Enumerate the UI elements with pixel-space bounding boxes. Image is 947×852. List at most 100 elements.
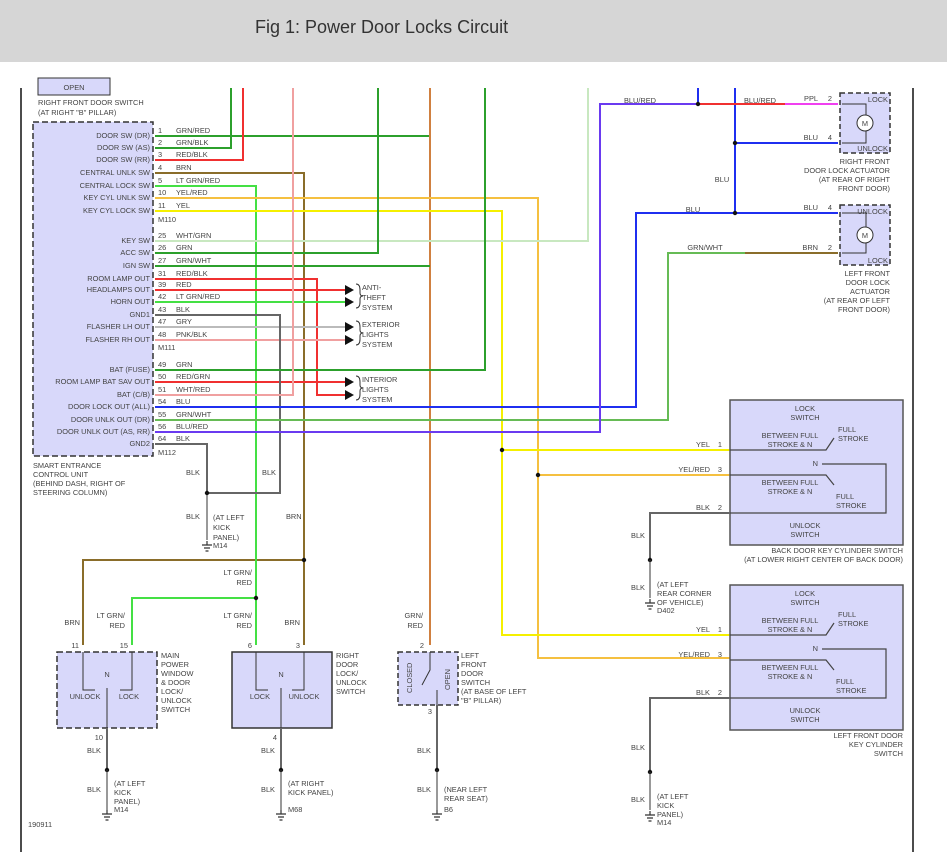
label: LT GRN/ bbox=[224, 568, 253, 577]
top-switch-name: RIGHT FRONT DOOR SWITCH bbox=[38, 98, 144, 107]
ecu-pin-wire-color: BLK bbox=[176, 434, 190, 443]
ecu-pin-function: ROOM LAMP BAT SAV OUT bbox=[55, 377, 150, 386]
label: 3 bbox=[428, 707, 432, 716]
wire bbox=[82, 559, 304, 645]
label: SWITCH bbox=[790, 715, 819, 724]
label: BRN bbox=[284, 618, 300, 627]
ecu-pin-function: CENTRAL LOCK SW bbox=[80, 181, 150, 190]
label: STROKE bbox=[836, 501, 866, 510]
system-label: ANTI- bbox=[362, 283, 382, 292]
ecu-pin-number: 10 bbox=[158, 188, 166, 197]
label: 2 bbox=[718, 503, 722, 512]
ecu-pin-number: 39 bbox=[158, 280, 166, 289]
label: N bbox=[104, 670, 109, 679]
label: BLK bbox=[631, 795, 645, 804]
label: BLK bbox=[87, 785, 101, 794]
label: UNLOCK bbox=[857, 144, 888, 153]
label: FULL bbox=[838, 610, 856, 619]
ecu-pin-number: 1 bbox=[158, 126, 162, 135]
ecu-pin-wire-color: BRN bbox=[176, 163, 192, 172]
label: N bbox=[278, 670, 283, 679]
ecu-pin-function: DOOR SW (AS) bbox=[97, 143, 150, 152]
switch-name: UNLOCK bbox=[161, 696, 192, 705]
ecu-pin-number: 50 bbox=[158, 372, 166, 381]
switch-name: DOOR bbox=[336, 660, 358, 669]
system-label: LIGHTS bbox=[362, 385, 389, 394]
wire bbox=[649, 512, 730, 560]
label: UNLOCK bbox=[790, 521, 821, 530]
label: BRN bbox=[802, 243, 818, 252]
ground-location: KICK bbox=[114, 788, 131, 797]
label: STROKE bbox=[838, 619, 868, 628]
label: BLK bbox=[696, 503, 710, 512]
key-switch-name: KEY CYLINDER bbox=[849, 740, 903, 749]
ecu-pin-function: ACC SW bbox=[120, 248, 150, 257]
arrow-icon bbox=[345, 285, 354, 295]
switch-name: SWITCH bbox=[461, 678, 490, 687]
ecu-pin-number: 42 bbox=[158, 292, 166, 301]
ground-location: (AT RIGHT bbox=[288, 779, 325, 788]
ecu-pin-wire-color: RED/BLK bbox=[176, 150, 208, 159]
label: LOCK bbox=[868, 95, 888, 104]
ecu-pin-wire-color: GRN/RED bbox=[176, 126, 210, 135]
label: BETWEEN FULL bbox=[762, 478, 819, 487]
splice-dot bbox=[204, 490, 210, 496]
label: 3 bbox=[718, 650, 722, 659]
label: 2 bbox=[828, 243, 832, 252]
key-cylinder-switch-box bbox=[729, 399, 904, 546]
label: LT GRN/ bbox=[224, 611, 253, 620]
ground-location: (AT LEFT bbox=[657, 580, 689, 589]
right_switch-box bbox=[231, 651, 333, 729]
switch-name: RIGHT bbox=[336, 651, 359, 660]
label: BLK bbox=[261, 785, 275, 794]
ground-location: KICK bbox=[657, 801, 674, 810]
ecu-pin-wire-color: GRN/WHT bbox=[176, 256, 212, 265]
ground-location: KICK bbox=[213, 523, 230, 532]
ecu-pin-function: HEADLAMPS OUT bbox=[87, 285, 151, 294]
key-switch-name: BACK DOOR KEY CYLINDER SWITCH bbox=[771, 546, 903, 555]
ecu-pin-function: DOOR UNLK OUT (DR) bbox=[71, 415, 150, 424]
ground-id: B6 bbox=[444, 805, 453, 814]
label: BETWEEN FULL bbox=[762, 663, 819, 672]
switch-name: & DOOR bbox=[161, 678, 190, 687]
ground-id: M14 bbox=[657, 818, 671, 827]
label: 15 bbox=[120, 641, 128, 650]
label: LOCK bbox=[795, 589, 815, 598]
system-label: SYSTEM bbox=[362, 340, 392, 349]
label: STROKE & N bbox=[768, 625, 813, 634]
actuator-name: (AT REAR OF LEFT bbox=[824, 296, 891, 305]
ecu-pin-function: DOOR SW (DR) bbox=[96, 131, 150, 140]
label: SWITCH bbox=[790, 598, 819, 607]
label: BRN bbox=[64, 618, 80, 627]
brace bbox=[355, 375, 364, 401]
label: SWITCH bbox=[790, 530, 819, 539]
ground-id: M14 bbox=[114, 805, 128, 814]
ground-icon bbox=[645, 811, 655, 822]
label: GRN/ bbox=[405, 611, 424, 620]
label: BLU/RED bbox=[624, 96, 656, 105]
system-label: SYSTEM bbox=[362, 303, 392, 312]
wire bbox=[155, 197, 730, 659]
label: BLU bbox=[686, 205, 700, 214]
label: 4 bbox=[828, 203, 832, 212]
ecu-pin-function: BAT (FUSE) bbox=[110, 365, 150, 374]
label: BLK bbox=[696, 688, 710, 697]
label: BLK bbox=[417, 785, 431, 794]
system-label: THEFT bbox=[362, 293, 386, 302]
ground-icon bbox=[102, 810, 112, 821]
label: UNLOCK bbox=[70, 692, 101, 701]
wire bbox=[155, 252, 745, 421]
ecu-pin-function: KEY CYL UNLK SW bbox=[83, 193, 150, 202]
label: BLK bbox=[261, 746, 275, 755]
wire bbox=[155, 88, 294, 396]
splice-dot bbox=[253, 595, 259, 601]
actuator-name: RIGHT FRONT bbox=[840, 157, 891, 166]
ecu-pin-wire-color: RED/GRN bbox=[176, 372, 210, 381]
label: LOCK bbox=[119, 692, 139, 701]
label: SWITCH bbox=[790, 413, 819, 422]
arrow-icon bbox=[345, 377, 354, 387]
label: BLU bbox=[804, 203, 818, 212]
switch-name: SWITCH bbox=[336, 687, 365, 696]
ecu-pin-number: 4 bbox=[158, 163, 162, 172]
